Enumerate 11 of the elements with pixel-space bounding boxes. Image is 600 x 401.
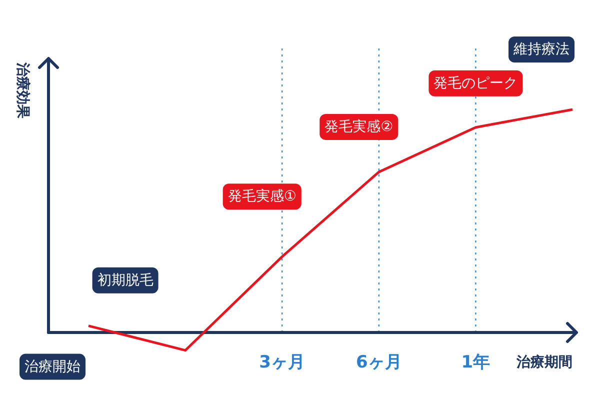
text: 発毛のピーク (434, 75, 518, 92)
y-axis-title: 治療効果 (14, 62, 32, 120)
annotation: 発毛実感① (228, 188, 296, 205)
text: 維持療法 (512, 42, 570, 58)
x-tick-label: 1年 (461, 352, 490, 372)
annotation: 初期脱毛 (97, 272, 154, 288)
x-tick-label: 3ヶ月 (259, 352, 306, 372)
x-tick-label: 6ヶ月 (356, 352, 402, 372)
x-axis-title: 治療期間 (516, 354, 572, 370)
annotation: 発毛実感② (324, 118, 394, 135)
text: 治療開始 (24, 358, 80, 375)
